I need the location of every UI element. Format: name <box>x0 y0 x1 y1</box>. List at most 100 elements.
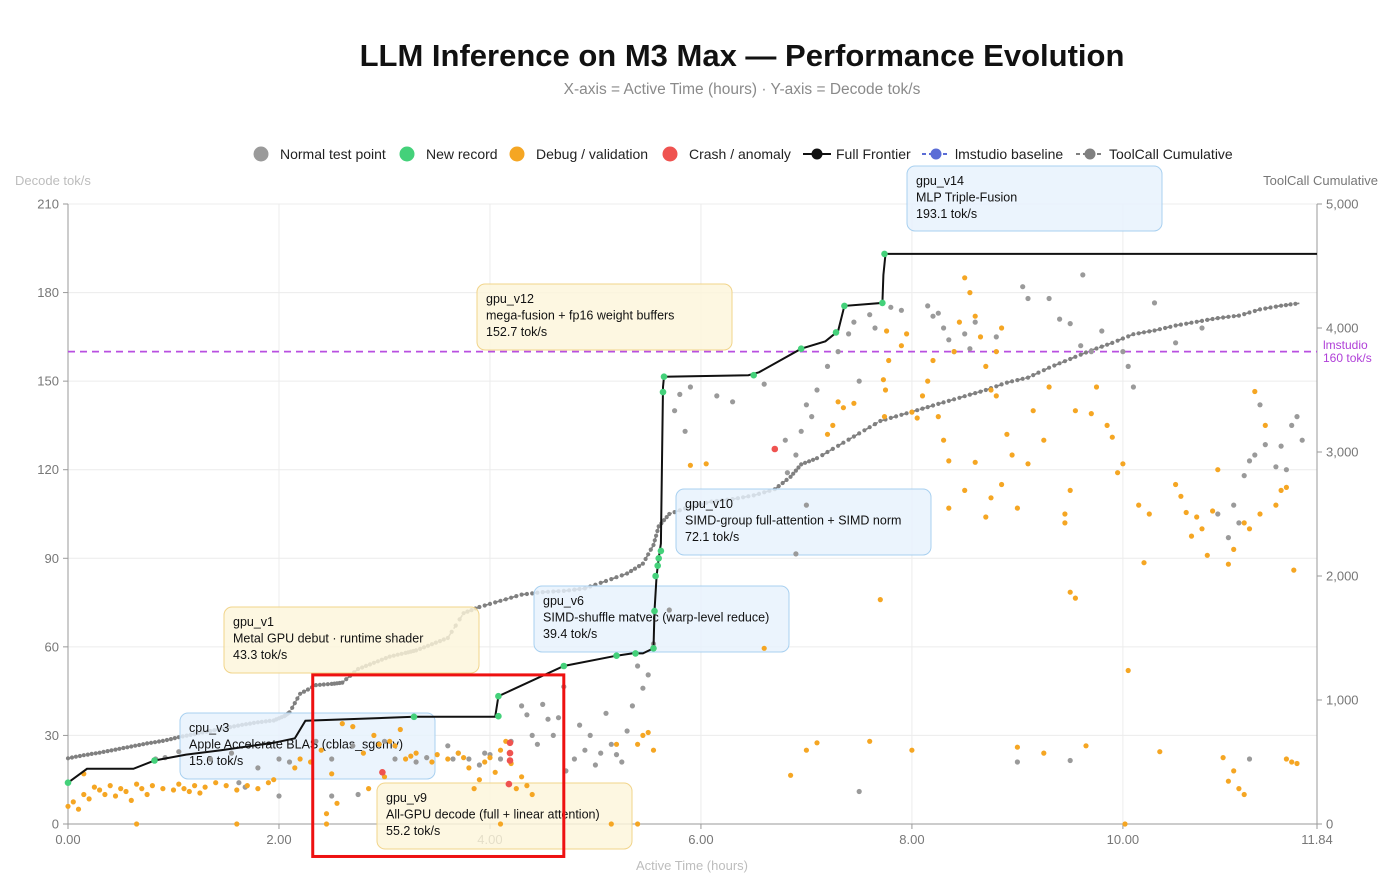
cumulative-point <box>317 682 322 687</box>
record-point <box>560 662 568 670</box>
cumulative-point <box>344 677 349 682</box>
debug-point <box>1041 437 1047 443</box>
debug-point <box>645 729 651 736</box>
debug-point <box>1067 487 1073 493</box>
debug-point <box>993 349 999 355</box>
cumulative-point <box>1041 368 1046 373</box>
annotation-value: 152.7 tok/s <box>486 325 547 339</box>
record-point <box>64 779 72 786</box>
cumulative-point <box>851 434 857 439</box>
cumulative-point <box>498 598 503 603</box>
cumulative-point <box>325 682 330 687</box>
normal-point <box>930 313 936 319</box>
normal-point <box>967 346 973 352</box>
normal-point <box>1257 402 1263 408</box>
legend-swatch <box>399 146 415 162</box>
cumulative-point <box>93 751 98 756</box>
cumulative-point <box>999 382 1004 387</box>
normal-point <box>784 470 791 476</box>
cumulative-point <box>894 414 899 419</box>
debug-point <box>881 414 888 420</box>
cumulative-point <box>830 446 835 451</box>
x-tick-label: 11.84 <box>1301 832 1333 847</box>
normal-point <box>445 743 451 749</box>
normal-point <box>946 337 952 343</box>
normal-point <box>872 325 878 331</box>
cumulative-point <box>978 389 983 394</box>
y-tick-label: 30 <box>45 728 59 743</box>
y2-tick-label: 1,000 <box>1326 693 1359 708</box>
normal-point <box>972 319 978 325</box>
normal-point <box>619 759 625 765</box>
cumulative-point <box>129 744 134 749</box>
debug-point <box>1041 750 1047 756</box>
debug-point <box>297 756 303 762</box>
annotation-line: mega-fusion + fp16 weight buffers <box>486 309 674 323</box>
crash-point <box>505 780 513 788</box>
debug-point <box>904 331 910 337</box>
cumulative-point <box>1115 338 1120 343</box>
normal-point <box>640 685 646 691</box>
cumulative-point <box>1147 329 1152 334</box>
cumulative-point <box>1283 303 1288 308</box>
debug-point <box>867 738 873 744</box>
debug-point <box>687 462 694 468</box>
debug-point <box>1062 511 1068 517</box>
normal-point <box>1241 473 1247 479</box>
debug-point <box>86 796 92 802</box>
normal-point <box>941 325 947 331</box>
annotation-line: SIMD-group full-attention + SIMD norm <box>685 514 901 528</box>
annotation-title: gpu_v1 <box>233 615 274 629</box>
normal-point <box>761 381 767 387</box>
debug-point <box>107 783 113 789</box>
cumulative-point <box>654 533 659 538</box>
debug-point <box>608 821 614 827</box>
debug-point <box>524 783 530 789</box>
cumulative-point <box>1231 314 1236 319</box>
normal-point <box>1151 300 1158 306</box>
cumulative-point <box>133 743 138 748</box>
normal-point <box>329 756 335 762</box>
debug-point <box>635 741 641 747</box>
annotation-title: gpu_v12 <box>486 292 534 306</box>
cumulative-point <box>137 742 142 748</box>
cumulative-point <box>1004 380 1010 385</box>
debug-point <box>993 393 999 399</box>
cumulative-point <box>1242 312 1247 317</box>
normal-point <box>613 752 620 758</box>
cumulative-point <box>524 591 530 597</box>
normal-point <box>1067 321 1073 327</box>
normal-point <box>1088 349 1094 355</box>
debug-point <box>1146 511 1152 517</box>
debug-point <box>397 726 403 733</box>
debug-point <box>371 732 377 739</box>
cumulative-point <box>340 680 345 685</box>
debug-point <box>703 461 709 467</box>
debug-point <box>455 750 461 756</box>
cumulative-point <box>109 748 114 753</box>
cumulative-point <box>915 408 920 413</box>
debug-point <box>1173 481 1179 488</box>
debug-point <box>898 343 905 349</box>
normal-point <box>1173 340 1179 346</box>
cumulative-point <box>788 474 793 479</box>
annotation-box <box>223 606 480 674</box>
record-point <box>650 645 657 652</box>
cumulative-point <box>936 401 941 406</box>
normal-point <box>329 793 335 799</box>
normal-point <box>582 747 588 753</box>
annotation-line: SIMD-shuffle matvec (warp-level reduce) <box>543 611 769 625</box>
cumulative-point <box>305 687 311 692</box>
debug-point <box>429 759 435 765</box>
normal-point <box>1299 437 1305 443</box>
legend-swatch <box>930 148 942 160</box>
record-point <box>750 371 757 379</box>
cumulative-point <box>983 387 988 393</box>
cumulative-point <box>1178 322 1183 327</box>
cumulative-point <box>857 431 862 436</box>
debug-point <box>360 750 366 756</box>
cumulative-point <box>796 465 801 470</box>
record-point <box>495 692 502 700</box>
